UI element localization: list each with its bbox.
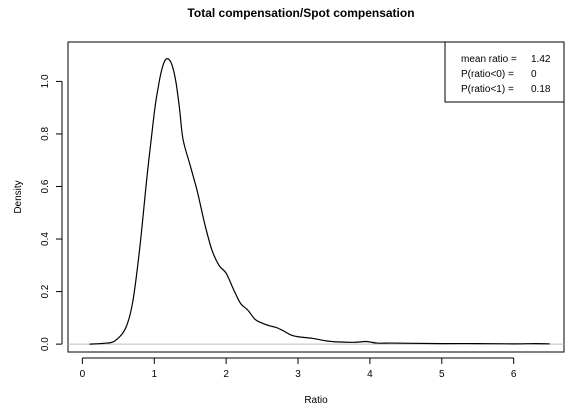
x-tick-label: 5 bbox=[439, 369, 445, 380]
x-axis-label: Ratio bbox=[304, 395, 328, 406]
legend-value-p-below-one: 0.18 bbox=[531, 84, 551, 95]
legend: mean ratio = 1.42 P(ratio<0) = 0 P(ratio… bbox=[444, 41, 565, 103]
chart-title: Total compensation/Spot compensation bbox=[187, 6, 414, 20]
y-axis-label: Density bbox=[13, 180, 24, 213]
x-tick-label: 2 bbox=[223, 369, 229, 380]
legend-value-mean: 1.42 bbox=[531, 54, 551, 65]
y-tick-label: 0.8 bbox=[40, 127, 51, 141]
density-curve bbox=[89, 57, 550, 345]
x-tick-label: 0 bbox=[80, 369, 86, 380]
y-tick-label: 0.2 bbox=[40, 284, 51, 298]
legend-label-p-below-zero: P(ratio<0) = bbox=[461, 69, 514, 80]
x-tick-label: 4 bbox=[367, 369, 373, 380]
y-tick-label: 0.0 bbox=[40, 337, 51, 351]
y-tick-label: 0.4 bbox=[40, 232, 51, 246]
x-tick-label: 6 bbox=[511, 369, 517, 380]
x-tick-label: 3 bbox=[295, 369, 301, 380]
legend-label-p-below-one: P(ratio<1) = bbox=[461, 84, 514, 95]
y-tick-label: 1.0 bbox=[40, 74, 51, 88]
y-axis: 0.0 0.2 0.4 0.6 0.8 1.0 bbox=[40, 74, 63, 351]
legend-value-p-below-zero: 0 bbox=[531, 69, 537, 80]
y-tick-label: 0.6 bbox=[40, 179, 51, 193]
x-axis: 0 1 2 3 4 5 6 bbox=[80, 357, 517, 380]
x-tick-label: 1 bbox=[151, 369, 157, 380]
legend-label-mean: mean ratio = bbox=[461, 54, 517, 65]
legend-box bbox=[444, 41, 565, 103]
plot-frame bbox=[67, 41, 565, 353]
